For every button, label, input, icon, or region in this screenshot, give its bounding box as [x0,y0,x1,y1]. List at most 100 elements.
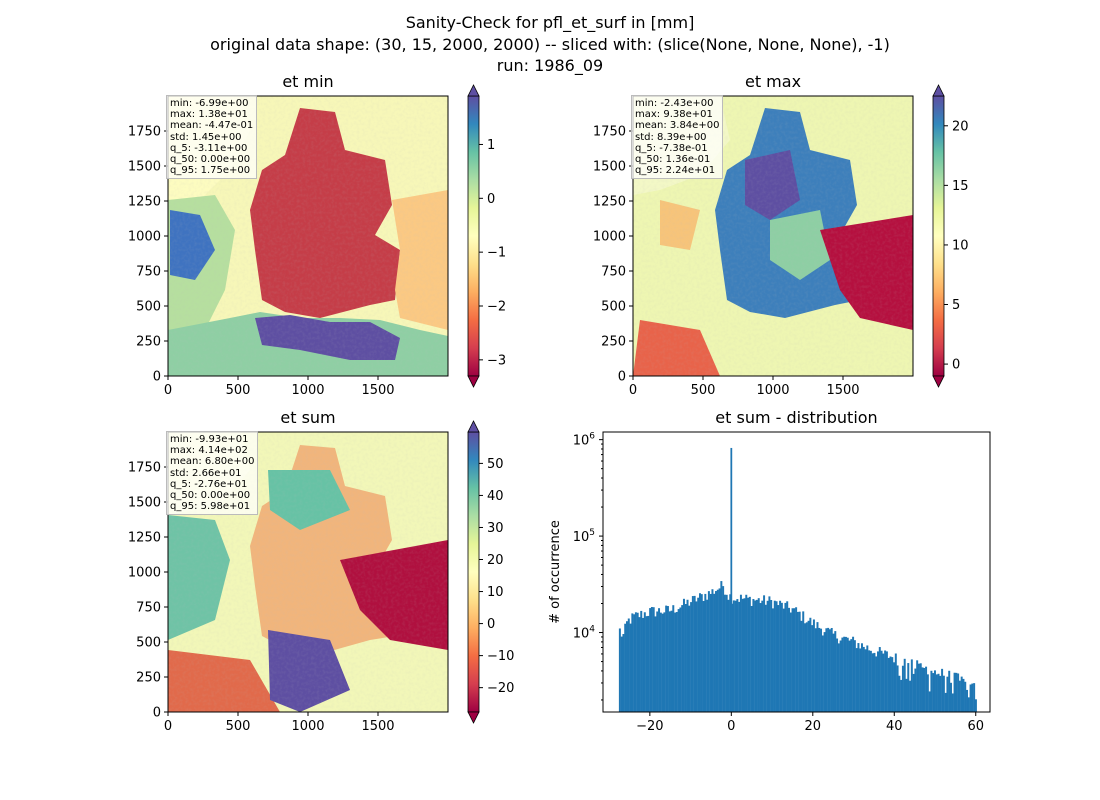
histogram-bar [732,600,735,712]
histogram-bar [711,589,714,712]
histogram-bar [893,662,896,712]
histogram-bar [807,620,810,712]
stats-line: min: -6.99e+00 [170,98,249,109]
histogram-bar [725,594,728,712]
colorbar-tick-label: 30 [487,521,504,536]
x-tick-label: 0 [629,383,637,398]
histogram-bar [670,610,673,712]
histogram-bar [885,651,888,712]
histogram-bar [679,607,682,712]
histogram-bar [850,639,853,712]
colorbar-tick-label: 1 [487,138,495,153]
heatmap-et-min [168,96,448,376]
histogram-bar [723,594,726,712]
histogram-bar [869,650,872,712]
y-tick-label: 750 [601,265,626,280]
y-tick-label: 1500 [128,160,161,175]
histogram-bar [718,588,721,712]
histogram-bar [649,608,652,712]
stats-line: mean: 6.80e+00 [170,456,255,468]
histogram-bar [768,596,771,712]
histogram-bar [900,679,903,712]
figure-title-line1: Sanity-Check for pfl_et_surf in [mm] [405,13,695,32]
histogram-bar [933,670,936,712]
histogram-bar [700,594,703,712]
colorbar [467,95,480,377]
histogram-bar [958,680,961,712]
histogram-bar [853,640,856,712]
histogram-bar [818,627,821,712]
histogram-bar [681,605,684,712]
histogram-bar [809,617,812,712]
histogram-bar [898,675,901,712]
histogram-bar [921,667,924,712]
histogram-bar [852,636,855,712]
histogram-bar [967,697,970,712]
histogram-bar [706,599,709,712]
histogram-bar [636,612,639,712]
histogram-bar [674,612,677,712]
histogram-bar [702,601,705,712]
histogram-bar [866,645,869,712]
colorbar-tick-label: 15 [952,179,969,194]
histogram-bar [935,674,938,712]
histogram-bar [942,675,945,712]
colorbar-tick-label: 10 [487,585,504,600]
histogram-bar [654,616,657,712]
histogram-bar [677,609,680,712]
histogram-bar [663,612,666,712]
x-tick-label: 1000 [756,383,789,398]
histogram-bar [891,657,894,712]
histogram-plot: −20 0 20 40 60 104 105 106 # of occurrence [548,431,991,734]
histogram-bar [738,601,741,712]
histogram-bar [686,599,689,712]
histogram-bar [834,631,837,712]
histogram-bar [877,651,879,712]
histogram-bar [964,681,967,712]
y-tick-label: 250 [136,335,161,350]
x-tick-label: 0 [164,383,172,398]
histogram-bar [695,601,698,712]
y-tick-label: 500 [136,300,161,315]
axes-layer: 0 500 1000 15000250500750100012501500175010… [128,84,969,734]
histogram-bar [941,668,944,712]
histogram-bar [969,684,972,712]
histogram-bar [836,638,839,712]
y-tick-label: 105 [573,528,595,545]
histogram-bar [832,633,835,712]
histogram-bar [830,627,833,712]
y-tick-label: 750 [136,601,161,616]
histogram-bar [766,600,769,712]
y-tick-label: 0 [153,370,161,385]
histogram-bar [770,600,773,712]
x-tick-label: 1500 [361,719,394,734]
histogram-bar [827,627,830,712]
histogram-bar [650,607,653,712]
histogram-bar [780,602,783,712]
panel-title-et-sum: et sum [280,408,336,427]
histogram-bar [684,604,687,712]
histogram-bar [627,618,630,712]
y-tick-label: 500 [601,300,626,315]
histogram-bar [791,608,794,712]
histogram-bar [688,605,691,712]
histogram-bar [779,600,782,712]
colorbar-tick-label: −10 [487,649,514,664]
histogram-bar [916,660,919,712]
histogram-bar [875,656,878,712]
histogram-bar [715,591,717,712]
histogram-bar [896,665,899,712]
histogram-bar [624,623,627,712]
histogram-bar [747,597,750,712]
histogram-bar [903,658,906,712]
histogram-bar [704,593,707,712]
histogram-bar [661,613,664,712]
histogram-bar [722,586,725,712]
histogram-bar [820,628,823,712]
colorbar-extend-max [467,420,480,433]
histogram-bar [784,602,787,712]
histogram-bar [862,646,865,712]
stats-line: max: 4.14e+02 [170,445,248,457]
histogram-bar [937,673,940,712]
histogram-bar [905,678,908,712]
